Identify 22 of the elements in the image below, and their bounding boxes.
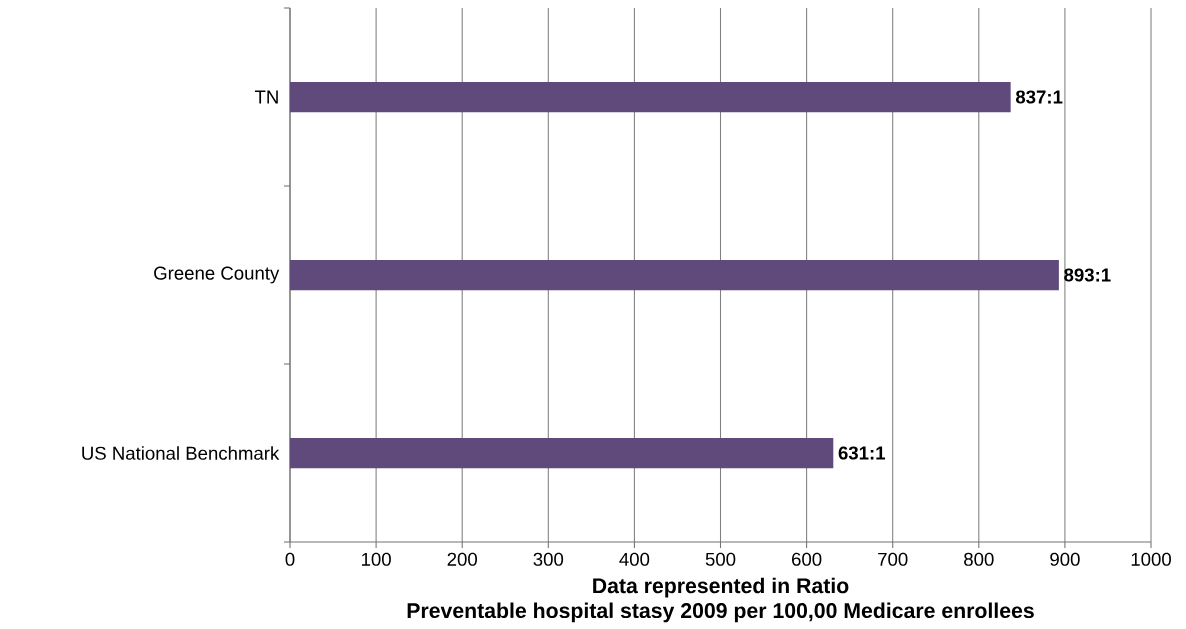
y-tick-label: TN [254, 90, 278, 104]
x-tick-label: 600 [792, 552, 822, 566]
bar [290, 437, 834, 469]
x-tick-label: 0 [285, 552, 295, 566]
y-tick-label: US National Benchmark [82, 446, 280, 460]
bar [290, 81, 1011, 113]
x-tick-label: 500 [705, 552, 736, 566]
x-tick-label: 1000 [1131, 552, 1171, 566]
y-tick-label: Greene County [154, 266, 280, 284]
x-tick-label: 900 [1050, 552, 1080, 566]
bar [290, 259, 1059, 291]
data-label: 837:1 [1015, 90, 1063, 104]
x-tick-label: 200 [447, 552, 477, 566]
x-axis-title: Data represented in Ratio [593, 577, 849, 598]
data-label: 893:1 [1064, 268, 1111, 282]
x-tick-label: 300 [533, 552, 564, 566]
x-tick-label: 400 [619, 552, 650, 566]
x-tick-label: 800 [964, 552, 994, 566]
x-tick-label: 700 [878, 552, 908, 566]
x-tick-label: 100 [362, 552, 391, 566]
data-label: 631:1 [838, 446, 886, 460]
text: Preventable hospital stasy 2009 per 100,00 Medicare enrollees [407, 602, 1034, 623]
